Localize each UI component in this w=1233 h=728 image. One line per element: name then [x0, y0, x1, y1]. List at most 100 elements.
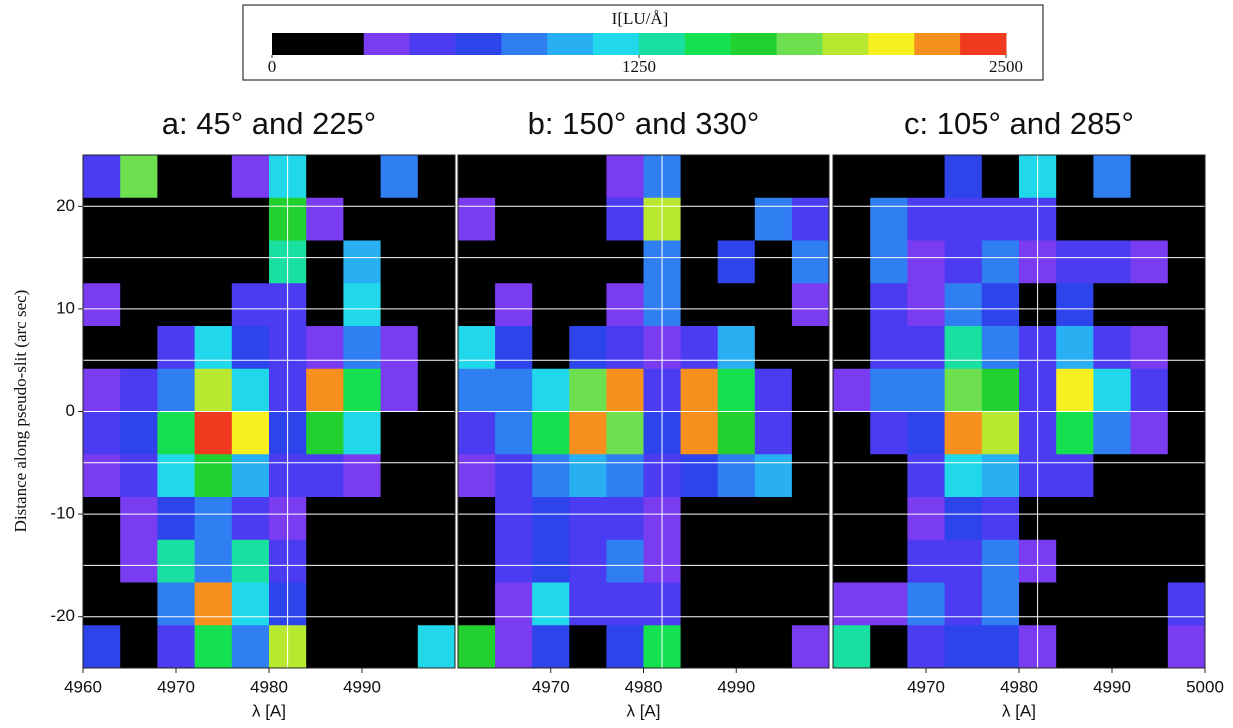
heatmap-cell	[717, 155, 756, 199]
heatmap-cell	[231, 155, 270, 199]
heatmap-cell	[569, 497, 607, 541]
heatmap-cell	[1130, 497, 1169, 541]
heatmap-cell	[944, 582, 983, 626]
colorbar-tick-label: 0	[268, 57, 277, 76]
heatmap-cell	[907, 625, 945, 669]
heatmap-cell	[495, 240, 533, 284]
colorbar-band	[409, 33, 456, 55]
heatmap-cell	[1056, 326, 1094, 370]
heatmap-cell	[791, 454, 830, 498]
heatmap-cell	[1130, 326, 1169, 370]
heatmap-cell	[458, 240, 496, 284]
x-axis-label: λ [A]	[1002, 701, 1036, 720]
heatmap-cell	[717, 539, 756, 583]
heatmap-cell	[907, 283, 945, 327]
x-tick-label: 4970	[532, 677, 570, 696]
colorbar-band	[684, 33, 732, 55]
heatmap-cell	[231, 197, 270, 241]
heatmap-cell	[870, 283, 908, 327]
y-tick-label: -20	[50, 606, 75, 625]
heatmap-cell	[231, 368, 270, 412]
heatmap-cell	[833, 283, 871, 327]
heatmap-cell	[1130, 539, 1169, 583]
heatmap-cell	[157, 497, 195, 541]
heatmap-cell	[343, 539, 381, 583]
heatmap-cell	[83, 497, 121, 541]
heatmap-cell	[754, 155, 793, 199]
y-tick-label: 20	[56, 196, 75, 215]
heatmap-cell	[680, 411, 719, 455]
heatmap-cell	[754, 326, 793, 370]
x-tick-label: 4980	[1000, 677, 1038, 696]
heatmap-cell	[343, 582, 381, 626]
heatmap-cell	[1056, 454, 1094, 498]
heatmap-cell	[157, 326, 195, 370]
heatmap-cell	[981, 283, 1020, 327]
heatmap-cell	[1167, 582, 1206, 626]
heatmap-cell	[791, 582, 830, 626]
heatmap-cell	[495, 411, 533, 455]
heatmap-cell	[157, 454, 195, 498]
heatmap-cell	[417, 411, 456, 455]
heatmap-cell	[717, 454, 756, 498]
heatmap-cell	[83, 326, 121, 370]
heatmap-cell	[306, 497, 344, 541]
heatmap-cell	[981, 197, 1020, 241]
heatmap-cell	[417, 539, 456, 583]
heatmap-cell	[83, 240, 121, 284]
heatmap-cell	[495, 454, 533, 498]
heatmap-cell	[833, 155, 871, 199]
heatmap-cell	[1167, 411, 1206, 455]
panel-title: b: 150° and 330°	[528, 106, 760, 141]
heatmap-cell	[380, 197, 419, 241]
heatmap-cell	[1093, 240, 1131, 284]
heatmap-cell	[83, 582, 121, 626]
heatmap-cell	[606, 454, 644, 498]
heatmap-cell	[194, 155, 233, 199]
heatmap-cell	[380, 454, 419, 498]
heatmap-cell	[380, 155, 419, 199]
heatmap-cell	[417, 368, 456, 412]
heatmap-cell	[944, 197, 983, 241]
heatmap-cell	[194, 240, 233, 284]
heatmap-cell	[680, 197, 719, 241]
heatmap-cell	[1093, 454, 1131, 498]
heatmap-cell	[343, 240, 381, 284]
colorbar-tick-label: 2500	[989, 57, 1023, 76]
heatmap-cell	[791, 497, 830, 541]
x-tick-label: 4990	[1093, 677, 1131, 696]
heatmap-cell	[343, 497, 381, 541]
heatmap-cell	[606, 155, 644, 199]
heatmap-cell	[569, 411, 607, 455]
heatmap-cell	[1167, 368, 1206, 412]
heatmap-cell	[120, 625, 158, 669]
colorbar-label: I[LU/Å]	[612, 9, 669, 28]
heatmap-cell	[1167, 539, 1206, 583]
heatmap-cell	[495, 539, 533, 583]
heatmap-cell	[1130, 368, 1169, 412]
heatmap-cell	[380, 283, 419, 327]
heatmap-cell	[1093, 197, 1131, 241]
x-tick-label: 5000	[1186, 677, 1224, 696]
heatmap-cell	[458, 411, 496, 455]
colorbar-tick-label: 1250	[622, 57, 656, 76]
heatmap-cell	[380, 368, 419, 412]
heatmap-cell	[833, 368, 871, 412]
heatmap-cell	[532, 411, 570, 455]
heatmap-cell	[380, 497, 419, 541]
heatmap-cell	[157, 411, 195, 455]
heatmap-cell	[380, 411, 419, 455]
heatmap-cell	[1167, 497, 1206, 541]
heatmap-cell	[532, 368, 570, 412]
heatmap-cell	[680, 368, 719, 412]
heatmap-cell	[458, 625, 496, 669]
heatmap-cell	[944, 326, 983, 370]
y-tick-label: 10	[56, 298, 75, 317]
heatmap-cell	[120, 283, 158, 327]
heatmap-cell	[606, 411, 644, 455]
heatmap-cell	[1093, 582, 1131, 626]
heatmap-cell	[120, 155, 158, 199]
heatmap-cell	[680, 454, 719, 498]
heatmap-cell	[606, 240, 644, 284]
colorbar-band	[272, 33, 319, 55]
